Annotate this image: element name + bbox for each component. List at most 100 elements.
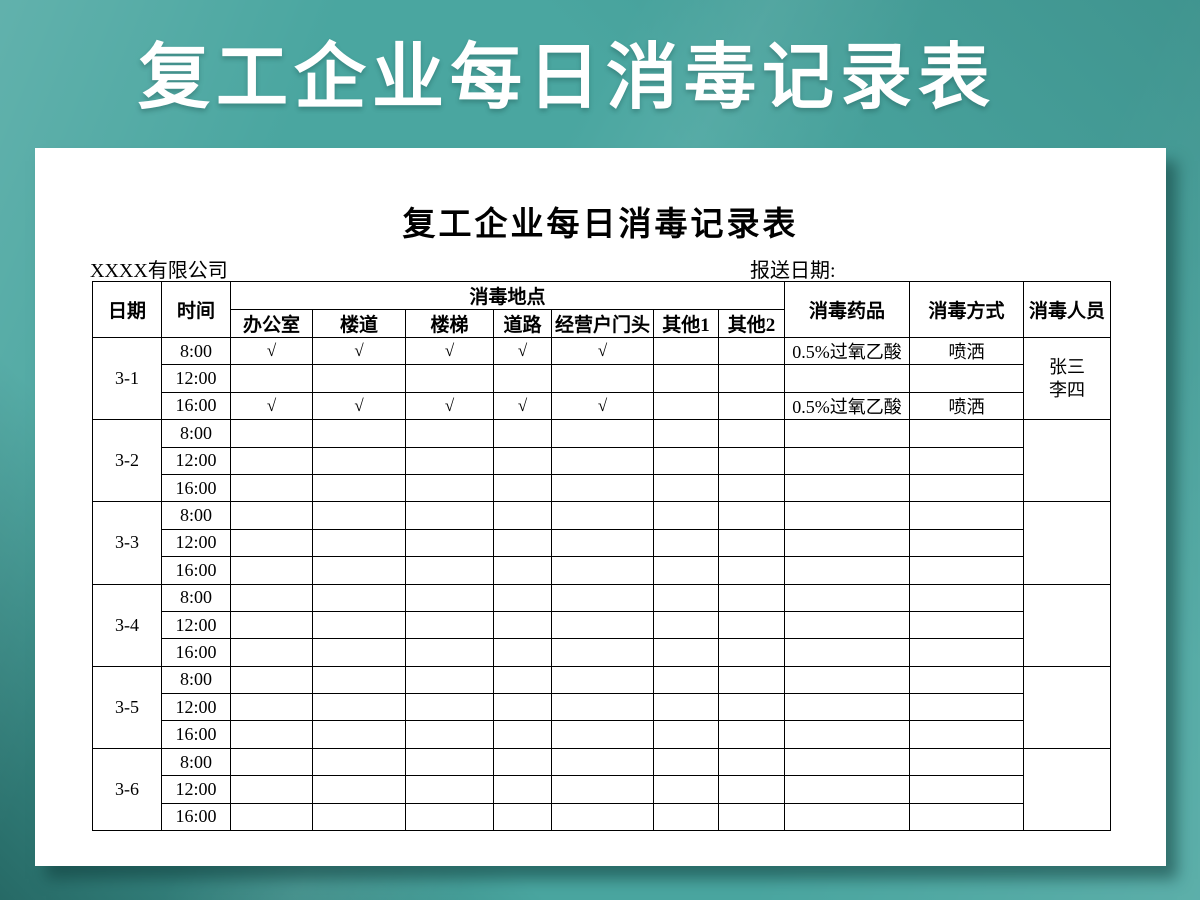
location-check-cell <box>493 419 552 448</box>
col-header-location-office: 办公室 <box>230 309 313 338</box>
col-header-location-other1: 其他1 <box>653 309 719 338</box>
location-check-cell <box>230 665 313 695</box>
location-check-cell <box>405 693 494 722</box>
location-check-cell <box>312 693 406 722</box>
method-cell: 喷洒 <box>909 391 1025 421</box>
location-check-cell: √ <box>405 336 494 366</box>
location-check-cell <box>405 610 494 640</box>
location-check-cell <box>653 419 719 448</box>
time-cell: 16:00 <box>161 556 231 585</box>
time-cell: 16:00 <box>161 638 231 667</box>
drug-cell <box>784 693 911 722</box>
location-check-cell <box>405 775 494 804</box>
location-check-cell: √ <box>230 336 313 366</box>
location-check-cell: √ <box>493 336 552 366</box>
location-check-cell <box>717 665 786 695</box>
location-check-cell <box>717 638 786 667</box>
time-cell: 12:00 <box>161 364 231 393</box>
location-check-cell <box>405 638 494 667</box>
col-header-date: 日期 <box>92 281 162 338</box>
location-check-cell <box>653 391 719 421</box>
table-row: 3-5 8:00 <box>92 665 1112 749</box>
banner-title: 复工企业每日消毒记录表 <box>137 38 996 118</box>
time-cell: 16:00 <box>161 473 231 503</box>
location-check-cell <box>551 419 654 448</box>
location-check-cell <box>493 802 552 832</box>
method-cell <box>909 501 1025 530</box>
location-check-cell <box>493 501 552 530</box>
location-check-cell <box>551 775 654 804</box>
location-check-cell <box>230 364 313 393</box>
location-check-cell <box>653 610 719 640</box>
location-check-cell: √ <box>493 391 552 421</box>
location-check-cell <box>653 501 719 530</box>
location-check-cell <box>312 446 406 475</box>
location-check-cell <box>493 747 552 777</box>
location-check-cell <box>551 665 654 695</box>
col-header-location-road: 道路 <box>493 309 552 338</box>
col-header-drug: 消毒药品 <box>784 281 911 338</box>
personnel-cell <box>1023 501 1112 585</box>
drug-cell: 0.5%过氧乙酸 <box>784 336 911 366</box>
table-row: 3-3 8:00 <box>92 501 1112 585</box>
location-check-cell <box>230 528 313 558</box>
location-check-cell <box>230 501 313 530</box>
location-check-cell: √ <box>230 391 313 421</box>
location-check-cell <box>717 419 786 448</box>
time-cell: 16:00 <box>161 391 231 421</box>
location-check-cell <box>230 720 313 749</box>
drug-cell <box>784 775 911 804</box>
date-cell: 3-2 <box>92 419 162 503</box>
date-cell: 3-3 <box>92 501 162 585</box>
time-cell: 12:00 <box>161 446 231 475</box>
location-check-cell <box>230 747 313 777</box>
personnel-cell <box>1023 419 1112 503</box>
location-check-cell <box>493 364 552 393</box>
location-check-cell <box>493 610 552 640</box>
location-check-cell <box>405 583 494 612</box>
location-check-cell <box>230 556 313 585</box>
location-check-cell <box>405 720 494 749</box>
date-cell: 3-4 <box>92 583 162 667</box>
drug-cell <box>784 665 911 695</box>
location-check-cell <box>717 583 786 612</box>
location-check-cell <box>717 528 786 558</box>
location-check-cell <box>405 665 494 695</box>
location-check-cell: √ <box>312 391 406 421</box>
location-check-cell: √ <box>551 391 654 421</box>
location-check-cell <box>653 747 719 777</box>
location-check-cell <box>312 802 406 832</box>
table-row: 3-1 8:00 √ √ √ √ √ 0.5%过氧乙酸 喷洒 张三 李四 <box>92 336 1112 421</box>
drug-cell <box>784 501 911 530</box>
paper: 复工企业每日消毒记录表 XXXX有限公司 报送日期: 日期 时间 消毒地点 消毒… <box>35 148 1166 866</box>
location-check-cell <box>653 638 719 667</box>
drug-cell <box>784 610 911 640</box>
table-row: 12:00 <box>93 610 1111 640</box>
location-check-cell <box>653 336 719 366</box>
drug-cell <box>784 446 911 475</box>
location-check-cell <box>551 501 654 530</box>
location-check-cell <box>493 583 552 612</box>
location-check-cell <box>717 610 786 640</box>
date-cell: 3-5 <box>92 665 162 749</box>
drug-cell <box>784 364 911 393</box>
personnel-cell: 张三 李四 <box>1023 336 1112 421</box>
location-check-cell <box>312 556 406 585</box>
time-cell: 12:00 <box>161 610 231 640</box>
location-check-cell <box>493 775 552 804</box>
header-row-locations: 办公室 楼道 楼梯 道路 经营户门头 其他1 其他2 <box>93 309 1111 338</box>
table-row: 16:00 <box>93 720 1111 749</box>
personnel-cell <box>1023 747 1112 832</box>
location-check-cell <box>653 473 719 503</box>
time-cell: 8:00 <box>161 419 231 448</box>
table-row: 3-6 8:00 <box>92 747 1112 832</box>
time-cell: 8:00 <box>161 336 231 366</box>
location-check-cell <box>551 802 654 832</box>
location-check-cell <box>551 556 654 585</box>
table-row: 12:00 <box>93 775 1111 804</box>
time-cell: 8:00 <box>161 747 231 777</box>
location-check-cell <box>717 747 786 777</box>
method-cell <box>909 419 1025 448</box>
location-check-cell <box>717 775 786 804</box>
location-check-cell <box>312 720 406 749</box>
